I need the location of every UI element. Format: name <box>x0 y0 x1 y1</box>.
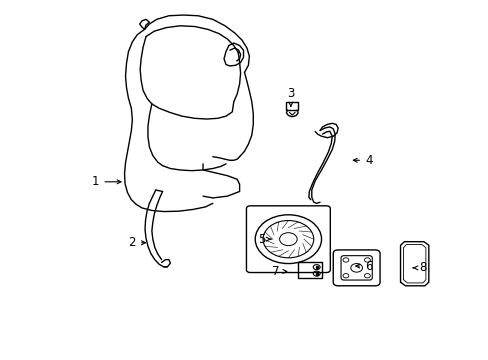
Text: 1: 1 <box>92 175 121 188</box>
Text: 3: 3 <box>286 87 294 106</box>
Text: 2: 2 <box>128 236 145 249</box>
Text: 7: 7 <box>272 265 286 278</box>
Text: 6: 6 <box>355 260 372 273</box>
Text: 4: 4 <box>353 154 372 167</box>
Text: 8: 8 <box>412 261 426 274</box>
Text: 5: 5 <box>257 233 270 246</box>
